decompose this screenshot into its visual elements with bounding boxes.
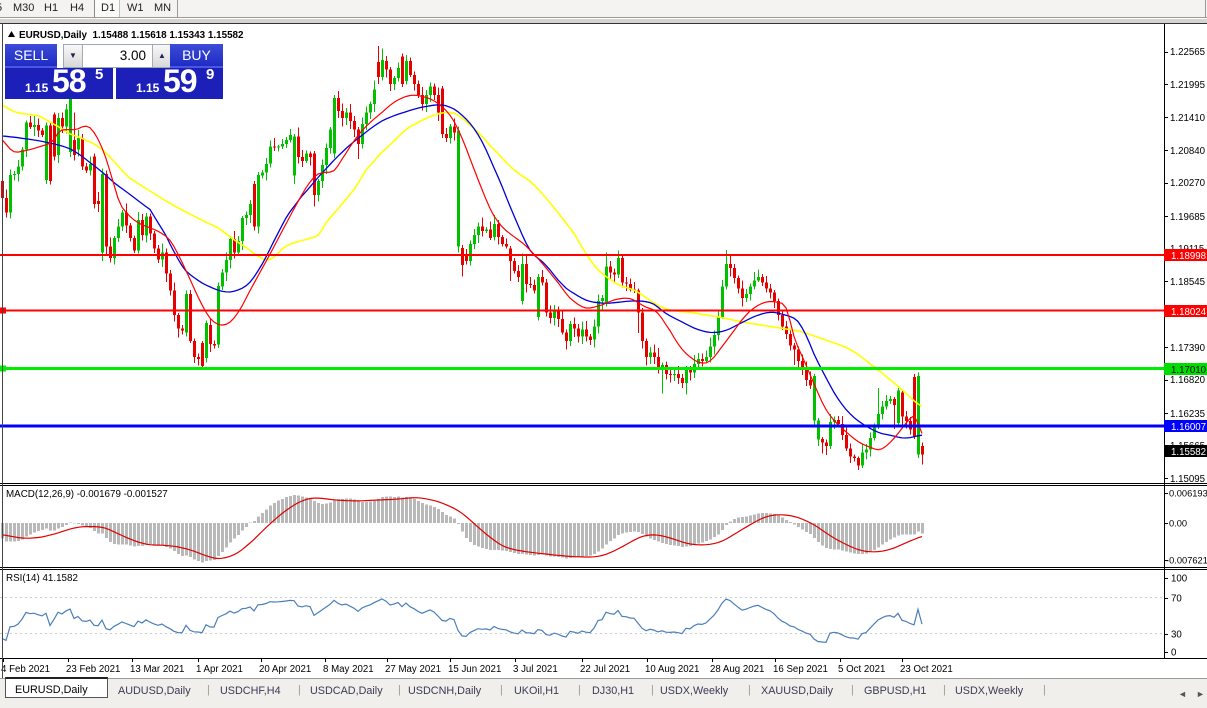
svg-text:23 Oct 2021: 23 Oct 2021 <box>900 664 953 675</box>
svg-text:1.15582: 1.15582 <box>1171 447 1206 458</box>
svg-text:23 Feb 2021: 23 Feb 2021 <box>66 664 120 675</box>
svg-text:1.18545: 1.18545 <box>1170 277 1205 288</box>
svg-text:1.15095: 1.15095 <box>1170 474 1205 485</box>
svg-text:13 Mar 2021: 13 Mar 2021 <box>130 664 184 675</box>
svg-text:EURUSD,Daily 1.15488 1.15618: EURUSD,Daily 1.15488 1.15618 1.15343 1.1… <box>19 30 244 41</box>
svg-text:3 Jul 2021: 3 Jul 2021 <box>513 664 558 675</box>
svg-text:1.18998: 1.18998 <box>1171 251 1206 262</box>
svg-text:1.17390: 1.17390 <box>1170 343 1206 354</box>
svg-text:1.18024: 1.18024 <box>1171 307 1207 318</box>
svg-text:10 Aug 2021: 10 Aug 2021 <box>645 664 699 675</box>
svg-text:0.00: 0.00 <box>1169 519 1187 529</box>
svg-text:5 Oct 2021: 5 Oct 2021 <box>838 664 885 675</box>
svg-text:15 Jun 2021: 15 Jun 2021 <box>448 664 501 675</box>
svg-text:8 May 2021: 8 May 2021 <box>323 664 374 675</box>
svg-text:30: 30 <box>1171 630 1182 641</box>
svg-text:0: 0 <box>1171 648 1177 659</box>
svg-text:20 Apr 2021: 20 Apr 2021 <box>259 664 311 675</box>
svg-text:1.20270: 1.20270 <box>1170 178 1206 189</box>
svg-text:1.16007: 1.16007 <box>1171 422 1206 433</box>
svg-text:1.17010: 1.17010 <box>1171 365 1207 376</box>
svg-text:1.19685: 1.19685 <box>1170 212 1205 223</box>
svg-text:1.16820: 1.16820 <box>1170 375 1206 386</box>
svg-text:70: 70 <box>1171 594 1182 605</box>
svg-text:MACD(12,26,9) -0.001679 -0.001: MACD(12,26,9) -0.001679 -0.001527 <box>6 489 168 500</box>
svg-text:1.20840: 1.20840 <box>1170 146 1206 157</box>
svg-text:22 Jul 2021: 22 Jul 2021 <box>580 664 630 675</box>
svg-text:4 Feb 2021: 4 Feb 2021 <box>1 664 50 675</box>
svg-text:1.22565: 1.22565 <box>1170 47 1205 58</box>
svg-text:1.16235: 1.16235 <box>1170 409 1205 420</box>
svg-text:28 Aug 2021: 28 Aug 2021 <box>710 664 764 675</box>
svg-text:0.006193: 0.006193 <box>1169 489 1207 499</box>
svg-text:16 Sep 2021: 16 Sep 2021 <box>773 664 828 675</box>
svg-text:1.21410: 1.21410 <box>1170 113 1206 124</box>
svg-text:1.21995: 1.21995 <box>1170 80 1205 91</box>
svg-text:-0.007621: -0.007621 <box>1166 556 1207 566</box>
svg-text:100: 100 <box>1171 574 1188 585</box>
svg-text:1 Apr 2021: 1 Apr 2021 <box>196 664 243 675</box>
svg-text:RSI(14) 41.1582: RSI(14) 41.1582 <box>6 573 78 584</box>
svg-text:27 May 2021: 27 May 2021 <box>385 664 441 675</box>
